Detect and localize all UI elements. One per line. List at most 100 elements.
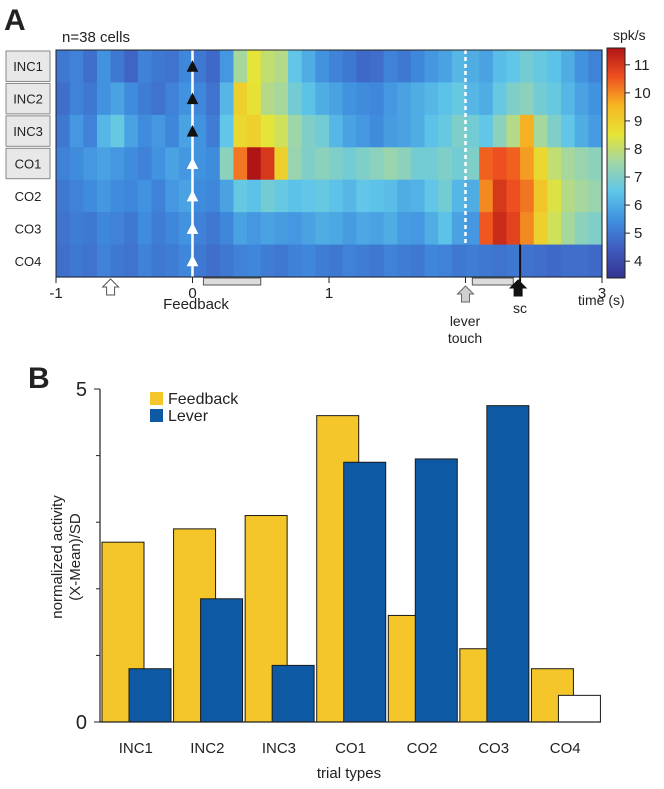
- heatmap-cell-co4-32: [492, 244, 508, 278]
- heatmap-cell-co1-36: [547, 147, 562, 181]
- heatmap-cell-inc1-13: [233, 50, 248, 84]
- heatmap-cell-inc3-22: [356, 114, 371, 148]
- lever-touch-arrow-icon: [456, 285, 475, 303]
- bars: INC1 INC2 INC3 CO1 CO2 CO3 CO4: [101, 405, 601, 757]
- heatmap-cell-co1-29: [451, 147, 467, 181]
- colorbar: spk/s 4 5 6 7 8 9 10 11: [606, 27, 651, 279]
- heatmap-cell-co2-14: [247, 179, 262, 213]
- heatmap-cell-inc2-9: [178, 82, 194, 116]
- heatmap-cell-co3-8: [165, 212, 180, 246]
- heatmap-cell-co3-26: [410, 212, 426, 246]
- heatmap-cell-inc3-18: [301, 114, 316, 148]
- row-label-box-co1: [5, 147, 51, 180]
- heatmap-cell-inc3-21: [342, 114, 357, 148]
- heatmap-cell-inc2-32: [492, 82, 508, 116]
- analysis-window-1: [202, 277, 262, 286]
- bar-lever-inc1: [128, 668, 172, 723]
- heatmap-cell-co4-28: [438, 244, 453, 278]
- heatmap-x-tick-label: 0: [188, 285, 196, 302]
- heatmap-cell-inc2-25: [397, 82, 412, 116]
- bar-x-tick-label: CO2: [407, 740, 438, 757]
- heatmap-cell-co3-2: [83, 212, 98, 246]
- heatmap-cell-co3-28: [438, 212, 453, 246]
- heatmap-cell-inc2-5: [124, 82, 139, 116]
- heatmap-cell-inc1-30: [465, 50, 480, 84]
- heatmap-cell-co3-14: [247, 212, 262, 246]
- heatmap-cell-inc2-18: [301, 82, 316, 116]
- event-lines: [186, 50, 522, 283]
- heatmap-cell-co2-12: [219, 179, 235, 213]
- heatmap-cell-inc2-35: [533, 82, 548, 116]
- panel-label-b: B: [28, 362, 50, 395]
- heatmap-cell-co4-39: [588, 244, 603, 278]
- heatmap-cell-co4-19: [315, 244, 330, 278]
- heatmap-cell-inc2-19: [315, 82, 330, 116]
- bar-x-tick-label: INC1: [119, 740, 153, 757]
- trial-marker-co3: [186, 222, 199, 234]
- heatmap-cell-inc2-15: [260, 82, 275, 116]
- heatmap-cell-inc2-7: [151, 82, 166, 116]
- heatmap-cell-co1-14: [247, 147, 262, 181]
- heatmap-cell-co2-1: [69, 179, 84, 213]
- heatmap-cell-co2-15: [260, 179, 275, 213]
- heatmap-x-tick-label: 3: [598, 285, 606, 302]
- heatmap-cell-inc1-1: [69, 50, 84, 84]
- heatmap-cell-co4-33: [506, 244, 521, 278]
- cell-count-annotation: n=38 cells: [62, 29, 130, 46]
- heatmap-cell-co4-21: [342, 244, 357, 278]
- heatmap-cell-co4-29: [451, 244, 467, 278]
- heatmap-cell-co4-5: [124, 244, 139, 278]
- heatmap-cell-co1-15: [260, 147, 275, 181]
- heatmap-cell-co2-23: [369, 179, 385, 213]
- heatmap-cell-inc3-25: [397, 114, 412, 148]
- heatmap-cell-inc1-32: [492, 50, 508, 84]
- heatmap-cell-inc1-17: [288, 50, 303, 84]
- heatmap-cell-co4-9: [178, 244, 194, 278]
- heatmap-cell-inc1-0: [56, 50, 71, 84]
- heatmap-cell-co4-12: [219, 244, 235, 278]
- heatmap-cell-co1-3: [96, 147, 112, 181]
- heatmap-cell-co1-39: [588, 147, 603, 181]
- sc-arrow-icon: [508, 279, 528, 297]
- heatmap-cell-co4-8: [165, 244, 180, 278]
- heatmap-cell-inc3-2: [83, 114, 98, 148]
- heatmap-cell-co4-25: [397, 244, 412, 278]
- row-label-box-inc3: [5, 115, 51, 147]
- heatmap-cell-inc1-16: [274, 50, 289, 84]
- heatmap-cell-co3-4: [110, 212, 125, 246]
- heatmap-cell-co3-23: [369, 212, 385, 246]
- heatmap-cell-co4-30: [465, 244, 480, 278]
- heatmap-cell-co3-17: [288, 212, 303, 246]
- heatmap-cell-inc1-14: [247, 50, 262, 84]
- colorbar-label: spk/s: [613, 27, 646, 43]
- bar-y-axis-label-1: normalized activity: [49, 495, 66, 619]
- heatmap-cell-co3-19: [315, 212, 330, 246]
- heatmap-cell-inc2-24: [383, 82, 398, 116]
- heatmap-cell-inc2-36: [547, 82, 562, 116]
- analysis-window-2: [471, 277, 514, 286]
- colorbar-tick-label: 11: [634, 57, 650, 74]
- heatmap-cell-co2-29: [451, 179, 467, 213]
- row-label-inc1: INC1: [13, 59, 43, 74]
- heatmap-cell-inc3-34: [520, 114, 535, 148]
- bar-x-tick-label: CO1: [335, 740, 366, 757]
- heatmap-cell-inc2-22: [356, 82, 371, 116]
- heatmap-cell-co1-2: [83, 147, 98, 181]
- heatmap-cell-co1-28: [438, 147, 453, 181]
- heatmap-cell-inc2-3: [96, 82, 112, 116]
- heatmap-cell-inc1-20: [329, 50, 344, 84]
- panel-label-a: A: [4, 4, 26, 37]
- heatmap-cell-co2-6: [137, 179, 153, 213]
- heatmap-cell-co3-3: [96, 212, 112, 246]
- heatmap-cell-co1-33: [506, 147, 521, 181]
- bar-lever-inc2: [200, 598, 244, 723]
- heatmap-cell-co3-33: [506, 212, 521, 246]
- heatmap-cell-co2-32: [492, 179, 508, 213]
- heatmap-cell-inc2-2: [83, 82, 98, 116]
- heatmap-cell-inc1-12: [219, 50, 235, 84]
- heatmap-cell-inc2-14: [247, 82, 262, 116]
- heatmap-cell-inc1-9: [178, 50, 194, 84]
- heatmap-cell-co2-31: [479, 179, 494, 213]
- heatmap-cell-inc3-35: [533, 114, 548, 148]
- heatmap-cell-co2-38: [574, 179, 589, 213]
